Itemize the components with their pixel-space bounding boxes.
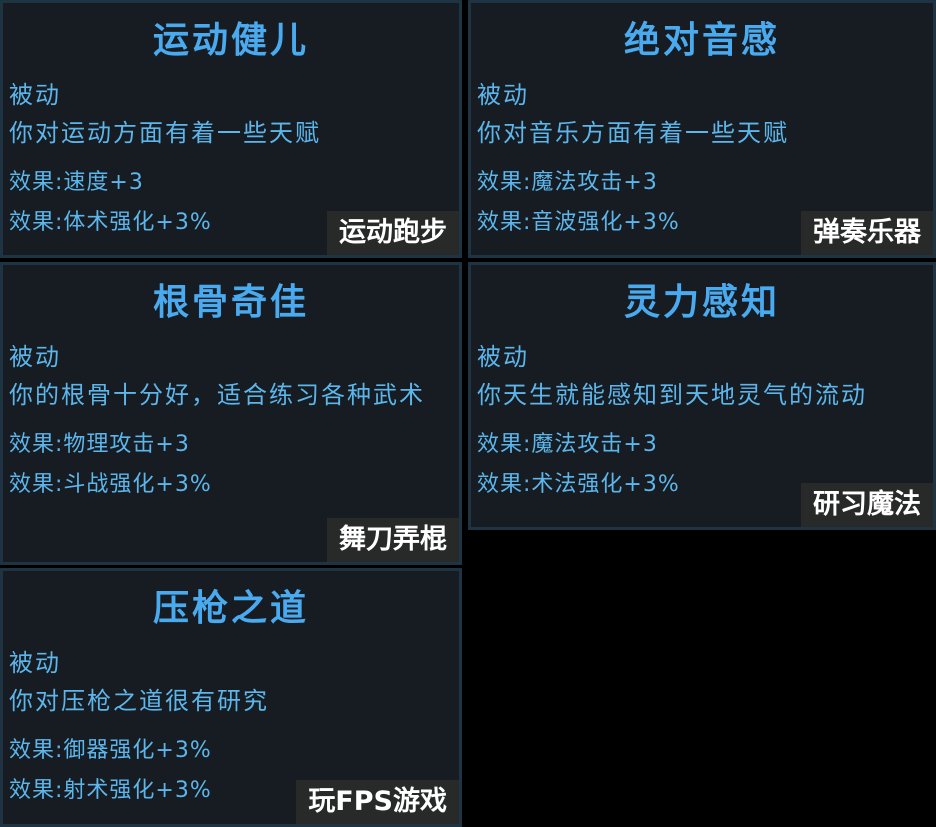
card-effect: 效果:音波强化+3% xyxy=(477,210,680,235)
card-type: 被动 xyxy=(9,81,61,109)
card-type: 被动 xyxy=(477,343,529,371)
card-type: 被动 xyxy=(9,343,61,371)
card-effect: 效果:体术强化+3% xyxy=(9,210,212,235)
card-effect: 效果:射术强化+3% xyxy=(9,778,212,803)
card-description: 你对音乐方面有着一些天赋 xyxy=(477,119,789,147)
card-tag: 弹奏乐器 xyxy=(801,211,933,255)
card-type: 被动 xyxy=(9,649,61,677)
talent-card: 灵力感知被动你天生就能感知到天地灵气的流动 效果:魔法攻击+3 效果:术法强化+3%… xyxy=(468,262,936,530)
card-effect: 效果:斗战强化+3% xyxy=(9,472,212,497)
card-tag: 玩FPS游戏 xyxy=(296,780,459,824)
card-tag: 舞刀弄棍 xyxy=(327,518,459,562)
card-description: 你对压枪之道很有研究 xyxy=(9,687,269,715)
card-effect: 效果:御器强化+3% xyxy=(9,738,212,763)
card-title: 运动健儿 xyxy=(152,20,309,61)
card-tag: 运动跑步 xyxy=(327,211,459,255)
card-effect: 效果:物理攻击+3 xyxy=(9,432,190,457)
talent-card: 压枪之道被动你对压枪之道很有研究 效果:御器强化+3% 效果:射术强化+3% 玩FPS… xyxy=(0,568,462,827)
talent-card: 运动健儿被动你对运动方面有着一些天赋 效果:速度+3 效果:体术强化+3% 运动跑步 xyxy=(0,0,462,258)
card-title: 根骨奇佳 xyxy=(152,282,309,323)
card-type: 被动 xyxy=(477,81,529,109)
card-effect: 效果:魔法攻击+3 xyxy=(477,170,658,195)
card-description: 你的根骨十分好，适合练习各种武术 xyxy=(9,381,425,409)
card-title: 灵力感知 xyxy=(623,282,780,323)
card-tag: 研习魔法 xyxy=(801,483,933,527)
card-effect: 效果:速度+3 xyxy=(9,170,144,195)
card-description: 你天生就能感知到天地灵气的流动 xyxy=(477,381,867,409)
card-title: 绝对音感 xyxy=(623,20,780,61)
card-title: 压枪之道 xyxy=(152,588,309,629)
talent-card: 根骨奇佳被动你的根骨十分好，适合练习各种武术 效果:物理攻击+3 效果:斗战强化+3… xyxy=(0,262,462,565)
card-description: 你对运动方面有着一些天赋 xyxy=(9,119,321,147)
card-effect: 效果:术法强化+3% xyxy=(477,472,680,497)
card-effect: 效果:魔法攻击+3 xyxy=(477,432,658,457)
talent-card: 绝对音感被动你对音乐方面有着一些天赋 效果:魔法攻击+3 效果:音波强化+3% 弹奏乐… xyxy=(468,0,936,258)
